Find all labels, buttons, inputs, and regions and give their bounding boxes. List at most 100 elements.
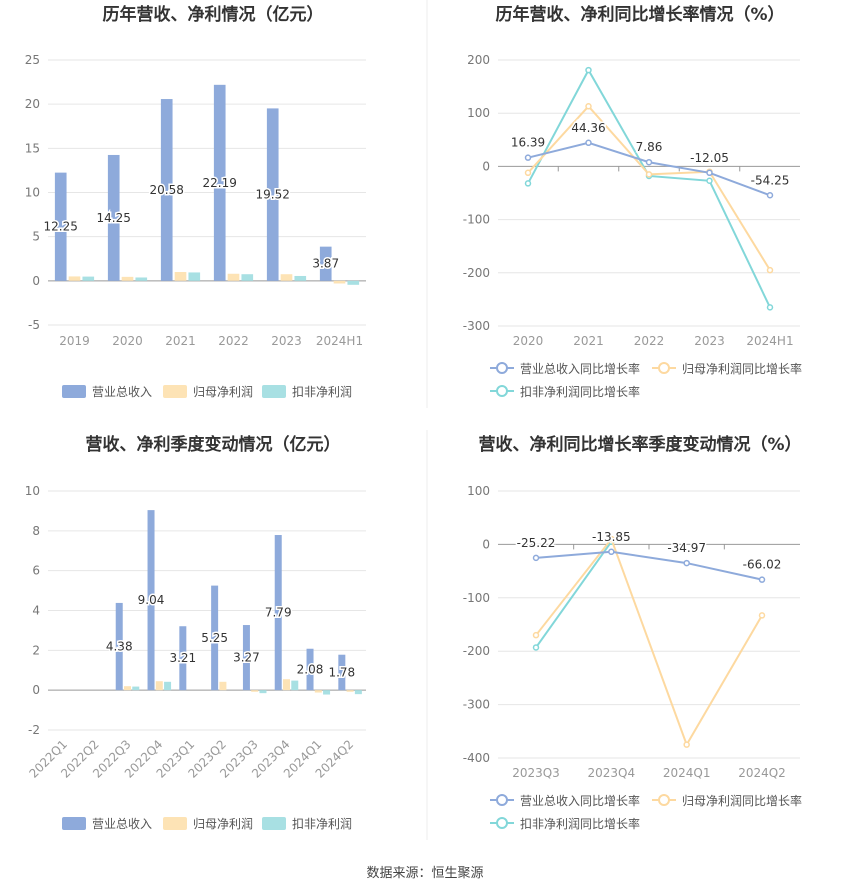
quarterly-revenue-profit-bar-chart: 营收、净利季度变动情况（亿元） -2 0 2 4 6 8 10 4.38 9.04 3.21 5.25… — [25, 434, 366, 831]
bar-deducted-profit — [164, 681, 172, 691]
data-label: -54.25 — [751, 173, 790, 187]
y-tick-label: 15 — [25, 141, 40, 155]
y-tick-label: 10 — [25, 484, 40, 498]
data-label: 16.39 — [511, 136, 545, 150]
legend-label: 扣非净利润 — [292, 385, 352, 399]
x-tick-label: 2023Q4 — [588, 766, 636, 780]
quarterly-growth-rate-line-chart: 营收、净利同比增长率季度变动情况（%） -400 -300 -200 -100 0 100 -… — [463, 434, 802, 831]
data-point — [532, 631, 540, 639]
data-label: 1.78 — [328, 665, 355, 679]
bar-net-profit — [283, 679, 290, 691]
bar-net-profit — [251, 690, 259, 692]
data-label: 22.19 — [203, 176, 237, 190]
x-tick-label: 2022 — [218, 334, 249, 348]
chart-title: 历年营收、净利情况（亿元） — [103, 4, 324, 25]
y-tick-label: 8 — [32, 524, 40, 538]
bar-revenue — [338, 654, 346, 691]
y-tick-label: -100 — [463, 213, 490, 227]
bar-deducted-profit — [241, 274, 254, 281]
bar-revenue — [54, 172, 67, 281]
bar-revenue — [213, 84, 226, 281]
y-tick-label: -2 — [28, 723, 40, 737]
bar-net-profit — [280, 274, 293, 281]
bar-revenue — [147, 510, 155, 691]
data-point — [683, 559, 690, 567]
x-tick-label: 2024H1 — [316, 334, 363, 348]
bar-net-profit — [227, 273, 240, 281]
y-tick-label: -100 — [463, 591, 490, 605]
bar-revenue — [107, 154, 120, 281]
data-label: 7.79 — [265, 606, 292, 620]
data-label: 19.52 — [256, 188, 290, 202]
data-point — [758, 576, 766, 583]
legend-label: 归母净利润 — [193, 817, 253, 831]
series-line-0 — [535, 550, 763, 581]
data-label: 2.08 — [297, 662, 324, 676]
x-tick-label: 2023 — [271, 334, 302, 348]
bar-revenue — [319, 246, 332, 281]
y-tick-label: 10 — [25, 186, 40, 200]
data-label: 4.38 — [106, 640, 133, 654]
y-tick-label: 0 — [32, 683, 40, 697]
data-label: 9.04 — [138, 593, 165, 607]
bar-revenue — [115, 602, 123, 691]
bar-deducted-profit — [188, 272, 201, 281]
data-point — [532, 554, 540, 562]
legend-marker — [496, 362, 508, 374]
bar-net-profit — [314, 690, 322, 693]
y-tick-label: 2 — [32, 643, 40, 657]
legend-marker — [658, 794, 670, 806]
legend-label: 营业总收入同比增长率 — [520, 361, 640, 376]
data-point — [585, 139, 592, 147]
data-label: 3.27 — [233, 651, 260, 665]
bar-revenue — [160, 99, 173, 281]
data-point — [524, 154, 532, 161]
bar-deducted-profit — [82, 276, 95, 281]
y-tick-label: -200 — [463, 644, 490, 658]
y-tick-label: 0 — [482, 159, 490, 173]
y-tick-label: -200 — [463, 266, 490, 280]
bar-net-profit — [333, 280, 346, 284]
x-tick-label: 2024H1 — [746, 334, 793, 348]
bar-deducted-profit — [347, 280, 360, 285]
legend-label: 归母净利润同比增长率 — [682, 361, 802, 376]
x-tick-label: 2024Q2 — [738, 766, 786, 780]
data-label: 5.25 — [201, 631, 228, 645]
y-tick-label: -400 — [463, 751, 490, 765]
series-line-2 — [527, 68, 771, 308]
data-point — [683, 741, 690, 748]
data-point — [758, 612, 766, 619]
legend-swatch — [62, 385, 86, 398]
data-point — [585, 66, 592, 74]
bar-net-profit — [121, 276, 134, 281]
bar-net-profit — [346, 690, 354, 692]
legend-label: 扣非净利润 — [292, 817, 352, 831]
y-tick-label: 4 — [32, 604, 40, 618]
data-point — [645, 158, 653, 166]
legend-marker — [496, 794, 508, 806]
data-point — [766, 304, 774, 311]
bar-revenue — [306, 648, 314, 691]
data-label: 14.25 — [97, 211, 131, 225]
x-tick-label: 2022 — [634, 334, 665, 348]
data-point — [766, 192, 774, 199]
series-line-2 — [535, 541, 613, 649]
bar-net-profit — [174, 272, 187, 281]
bar-net-profit — [68, 276, 81, 281]
y-tick-label: 100 — [467, 106, 490, 120]
bar-deducted-profit — [354, 690, 362, 695]
data-point — [608, 535, 615, 543]
data-label: 44.36 — [571, 121, 605, 135]
legend-marker — [658, 362, 670, 374]
legend-label: 归母净利润 — [193, 385, 253, 399]
data-label: 12.25 — [44, 220, 78, 234]
y-tick-label: -300 — [463, 698, 490, 712]
x-tick-label: 2024Q1 — [663, 766, 711, 780]
x-tick-label: 2020 — [112, 334, 143, 348]
annual-growth-rate-line-chart: 历年营收、净利同比增长率情况（%） -300 -200 -100 0 100 200 16.3… — [463, 4, 802, 399]
bar-net-profit — [124, 686, 131, 691]
legend-label: 营业总收入同比增长率 — [520, 793, 640, 808]
data-point — [706, 177, 713, 185]
legend-label: 营业总收入 — [92, 817, 152, 831]
